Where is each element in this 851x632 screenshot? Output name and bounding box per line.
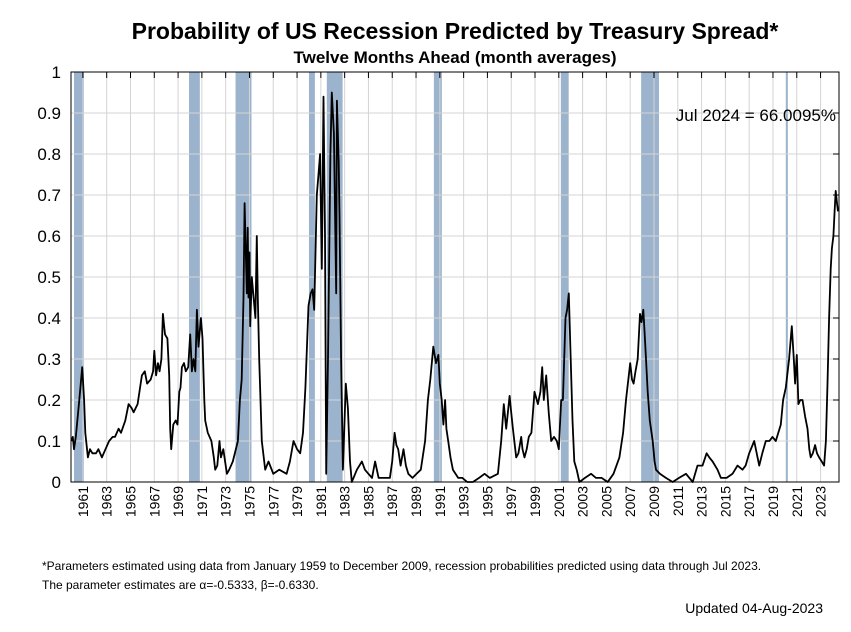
chart-title: Probability of US Recession Predicted by… xyxy=(132,18,779,44)
series-layer xyxy=(70,91,839,483)
x-tick-label: 1997 xyxy=(503,486,519,517)
x-tick-label: 1981 xyxy=(313,486,329,517)
x-tick-label: 2001 xyxy=(551,486,567,517)
y-tick-label: 0.4 xyxy=(37,309,61,328)
x-tick-label: 1979 xyxy=(289,486,305,517)
x-tick-label: 2003 xyxy=(575,486,591,517)
x-tick-label: 2013 xyxy=(694,486,710,517)
x-tick-label: 1983 xyxy=(337,486,353,517)
x-tick-label: 1991 xyxy=(432,486,448,517)
series-line xyxy=(70,91,839,483)
y-tick-label: 0.5 xyxy=(37,268,61,287)
y-axis: 0 0.1 0.2 0.3 0.4 0.5 0.6 0.7 0.8 0.9 1 xyxy=(37,63,839,492)
x-tick-label: 2023 xyxy=(813,486,829,517)
x-tick-label: 2021 xyxy=(789,486,805,517)
chart-subtitle: Twelve Months Ahead (month averages) xyxy=(293,48,616,67)
x-tick-label: 1961 xyxy=(75,486,91,517)
x-tick-label: 1971 xyxy=(194,486,210,517)
y-tick-label: 0.9 xyxy=(37,104,61,123)
y-tick-label: 1 xyxy=(52,63,61,82)
x-tick-label: 2005 xyxy=(598,486,614,517)
y-tick-label: 0.3 xyxy=(37,350,61,369)
latest-value-annotation: Jul 2024 = 66.0095% xyxy=(676,106,836,125)
x-tick-label: 1963 xyxy=(99,486,115,517)
x-tick-label: 1973 xyxy=(218,486,234,517)
updated-date: Updated 04-Aug-2023 xyxy=(685,600,823,616)
x-tick-label: 1969 xyxy=(170,486,186,517)
x-tick-label: 2007 xyxy=(622,486,638,517)
x-tick-label: 1977 xyxy=(265,486,281,517)
x-tick-label: 1989 xyxy=(408,486,424,517)
y-tick-label: 0.7 xyxy=(37,186,61,205)
x-tick-label: 2011 xyxy=(670,486,686,516)
x-tick-label: 1987 xyxy=(384,486,400,517)
x-tick-label: 2017 xyxy=(741,486,757,517)
x-tick-label: 1985 xyxy=(360,486,376,517)
x-tick-label: 1967 xyxy=(146,486,162,517)
x-axis: 1961 1963 1965 1967 1969 1971 1973 1975 1977 1979… xyxy=(75,72,829,517)
y-tick-label: 0 xyxy=(52,473,61,492)
x-tick-label: 2009 xyxy=(646,486,662,517)
y-tick-label: 0.6 xyxy=(37,227,61,246)
y-tick-label: 0.8 xyxy=(37,145,61,164)
x-tick-label: 1975 xyxy=(241,486,257,517)
x-tick-label: 1965 xyxy=(122,486,138,517)
y-tick-label: 0.2 xyxy=(37,391,61,410)
footnote-line-2: The parameter estimates are α=-0.5333, β… xyxy=(42,578,319,592)
footnote-line-1: *Parameters estimated using data from Ja… xyxy=(42,559,761,573)
x-tick-label: 2015 xyxy=(717,486,733,517)
x-tick-label: 2019 xyxy=(765,486,781,517)
x-tick-label: 1999 xyxy=(527,486,543,517)
x-tick-label: 1993 xyxy=(456,486,472,517)
y-tick-label: 0.1 xyxy=(37,432,61,451)
grid-lines xyxy=(71,71,839,483)
x-tick-label: 1995 xyxy=(479,486,495,517)
